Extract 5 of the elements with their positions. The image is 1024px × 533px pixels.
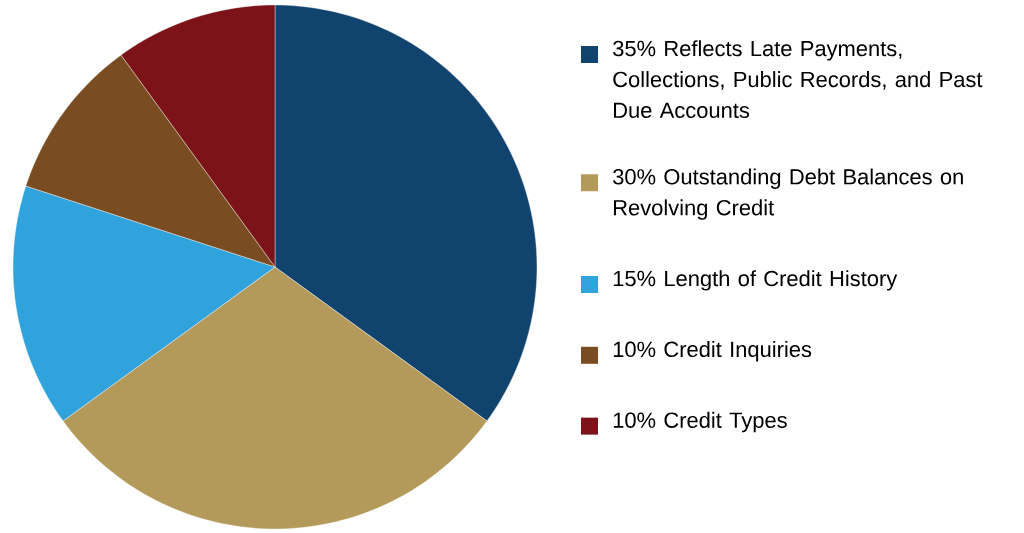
legend-label: 10% Credit Types — [613, 411, 787, 433]
legend-label: 30% Outstanding Debt Balances on Revolving Credit — [613, 168, 963, 220]
legend-label: 35% Reflects Late Payments, Collections, Public Records, and Past Due Accounts — [613, 40, 983, 119]
legend-label: 15% Length of Credit History — [613, 270, 898, 291]
legend-label: 10% Credit Inquiries — [613, 340, 812, 362]
